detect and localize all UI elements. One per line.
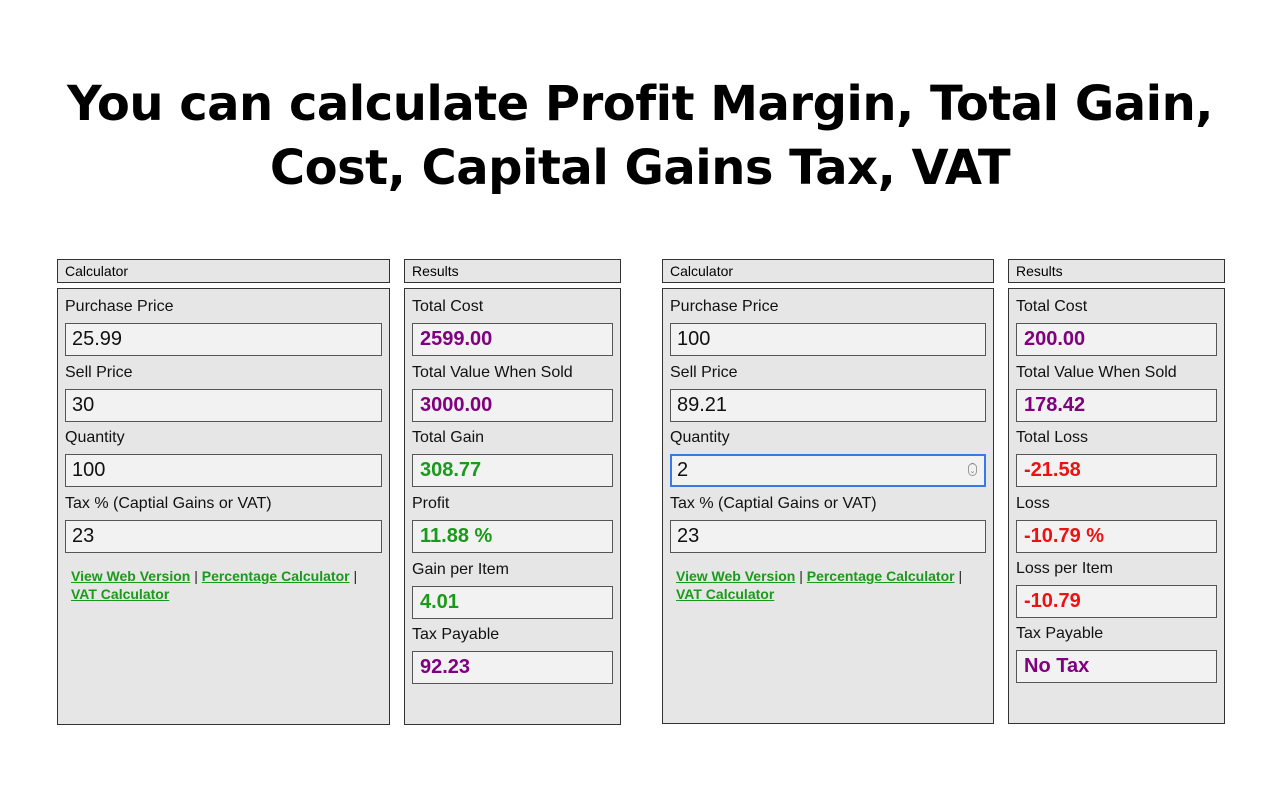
footer-links: View Web Version | Percentage Calculator… <box>676 567 983 603</box>
total-value-label: Total Value When Sold <box>1016 364 1177 381</box>
sell-price-input[interactable]: 89.21 <box>670 389 986 422</box>
purchase-price-input[interactable]: 25.99 <box>65 323 382 356</box>
purchase-price-input[interactable]: 100 <box>670 323 986 356</box>
percentage-calculator-link[interactable]: Percentage Calculator <box>806 568 955 584</box>
loss-value: -10.79 % <box>1016 520 1217 553</box>
link-separator: | <box>353 568 358 584</box>
results-title: Results <box>404 259 621 283</box>
profit-value: 11.88 % <box>412 520 613 553</box>
tax-percent-input[interactable]: 23 <box>670 520 986 553</box>
quantity-stepper[interactable]: 2 ⌃ ⌄ <box>670 454 986 487</box>
sell-price-input[interactable]: 30 <box>65 389 382 422</box>
loss-per-item-value: -10.79 <box>1016 585 1217 618</box>
link-separator: | <box>194 568 198 584</box>
total-cost-value: 200.00 <box>1016 323 1217 356</box>
quantity-label: Quantity <box>65 429 125 446</box>
headline-line-1: You can calculate Profit Margin, Total G… <box>67 76 1213 132</box>
calculator-panel-1: Calculator Purchase Price 25.99 Sell Pri… <box>57 259 390 725</box>
total-value-value: 3000.00 <box>412 389 613 422</box>
tax-payable-value: No Tax <box>1016 650 1217 683</box>
link-separator: | <box>958 568 963 584</box>
calculator-title: Calculator <box>57 259 390 283</box>
view-web-version-link[interactable]: View Web Version <box>676 568 796 584</box>
total-value-label: Total Value When Sold <box>412 364 573 381</box>
total-value-value: 178.42 <box>1016 389 1217 422</box>
loss-per-item-label: Loss per Item <box>1016 560 1113 577</box>
tax-percent-label: Tax % (Captial Gains or VAT) <box>65 495 272 512</box>
spinner-arrows-icon[interactable]: ⌃ ⌄ <box>968 463 977 476</box>
calculator-body: Purchase Price 100 Sell Price 89.21 Quan… <box>662 288 994 724</box>
calculator-body: Purchase Price 25.99 Sell Price 30 Quant… <box>57 288 390 725</box>
tax-payable-value: 92.23 <box>412 651 613 684</box>
sell-price-label: Sell Price <box>65 364 133 381</box>
total-gain-value: 308.77 <box>412 454 613 487</box>
link-separator: | <box>799 568 803 584</box>
results-body: Total Cost 2599.00 Total Value When Sold… <box>404 288 621 725</box>
total-cost-label: Total Cost <box>1016 298 1088 315</box>
loss-label: Loss <box>1016 495 1050 512</box>
gain-per-item-value: 4.01 <box>412 586 613 619</box>
total-loss-label: Total Loss <box>1016 429 1089 446</box>
profit-label: Profit <box>412 495 450 512</box>
tax-payable-label: Tax Payable <box>412 626 500 643</box>
headline: You can calculate Profit Margin, Total G… <box>0 72 1280 200</box>
percentage-calculator-link[interactable]: Percentage Calculator <box>201 568 350 584</box>
headline-line-2: Cost, Capital Gains Tax, VAT <box>269 140 1011 196</box>
quantity-input[interactable]: 100 <box>65 454 382 487</box>
total-loss-value: -21.58 <box>1016 454 1217 487</box>
tax-percent-label: Tax % (Captial Gains or VAT) <box>670 495 877 512</box>
purchase-price-label: Purchase Price <box>670 298 779 315</box>
total-cost-value: 2599.00 <box>412 323 613 356</box>
total-gain-label: Total Gain <box>412 429 485 446</box>
results-panel-1: Results Total Cost 2599.00 Total Value W… <box>404 259 621 725</box>
sell-price-label: Sell Price <box>670 364 738 381</box>
quantity-label: Quantity <box>670 429 730 446</box>
total-cost-label: Total Cost <box>412 298 484 315</box>
tax-payable-label: Tax Payable <box>1016 625 1104 642</box>
footer-links: View Web Version | Percentage Calculator… <box>71 567 379 603</box>
vat-calculator-link[interactable]: VAT Calculator <box>676 586 775 602</box>
calculator-panel-2: Calculator Purchase Price 100 Sell Price… <box>662 259 994 724</box>
results-title: Results <box>1008 259 1225 283</box>
tax-percent-input[interactable]: 23 <box>65 520 382 553</box>
view-web-version-link[interactable]: View Web Version <box>71 568 191 584</box>
results-body: Total Cost 200.00 Total Value When Sold … <box>1008 288 1225 724</box>
results-panel-2: Results Total Cost 200.00 Total Value Wh… <box>1008 259 1225 724</box>
purchase-price-label: Purchase Price <box>65 298 174 315</box>
quantity-value: 2 <box>677 459 689 481</box>
vat-calculator-link[interactable]: VAT Calculator <box>71 586 170 602</box>
calculator-title: Calculator <box>662 259 994 283</box>
gain-per-item-label: Gain per Item <box>412 561 509 578</box>
